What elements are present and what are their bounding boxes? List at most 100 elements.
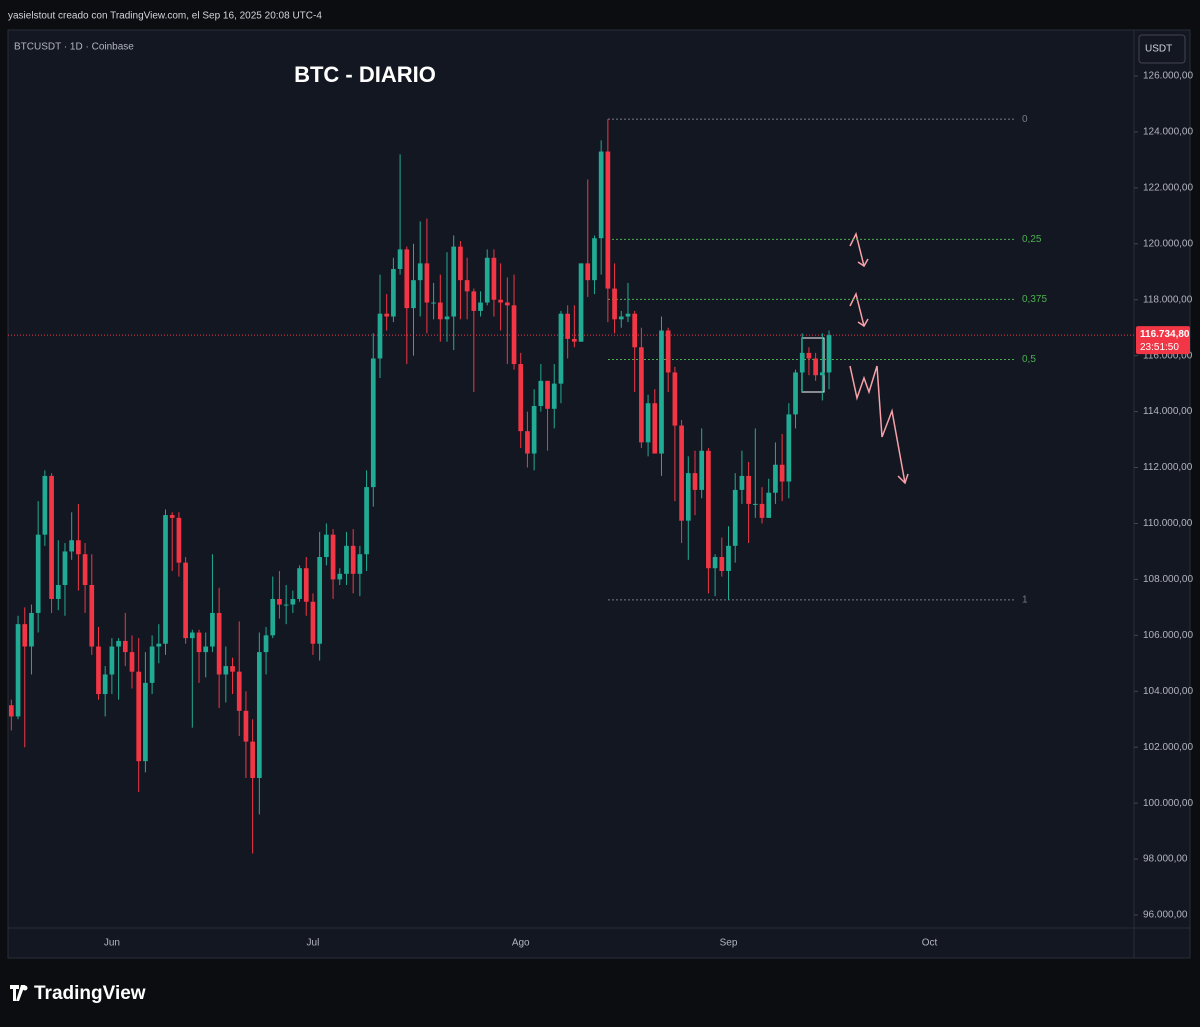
candle-body bbox=[370, 358, 376, 488]
y-tick-label: 100.000,00 bbox=[1143, 798, 1193, 809]
candle-body bbox=[478, 302, 483, 311]
candle-body bbox=[136, 671, 142, 762]
candle-body bbox=[632, 313, 638, 348]
candle-body bbox=[424, 263, 430, 303]
candle-body bbox=[196, 632, 202, 653]
y-tick-label: 124.000,00 bbox=[1143, 127, 1193, 138]
currency-box bbox=[1138, 34, 1186, 64]
candle-body bbox=[397, 249, 403, 269]
arrow bbox=[849, 231, 869, 268]
y-tick-label: 106.000,00 bbox=[1143, 630, 1193, 641]
candle-body bbox=[551, 383, 557, 409]
candle-body bbox=[102, 674, 108, 695]
y-tick-label: 120.000,00 bbox=[1143, 238, 1193, 249]
candle-body bbox=[618, 316, 624, 320]
candle-body bbox=[578, 263, 584, 342]
y-tick-label: 112.000,00 bbox=[1143, 462, 1193, 473]
candle-body bbox=[270, 598, 276, 636]
candle-body bbox=[685, 473, 691, 521]
candle-body bbox=[203, 646, 209, 653]
candle-body bbox=[786, 414, 792, 482]
candle-body bbox=[706, 450, 711, 569]
logo-text: TradingView bbox=[34, 983, 146, 1004]
candle-body bbox=[163, 515, 168, 644]
price-tag bbox=[1136, 326, 1190, 355]
candle-body bbox=[545, 380, 550, 409]
candle-body bbox=[692, 473, 698, 490]
candle-body bbox=[598, 151, 604, 239]
candle-body bbox=[9, 705, 14, 717]
credit: yasielstout creado con TradingView.com, … bbox=[8, 11, 322, 22]
candle-body bbox=[243, 710, 249, 742]
y-tick-label: 104.000,00 bbox=[1143, 686, 1193, 697]
candle-body bbox=[659, 330, 664, 454]
candle-body bbox=[324, 534, 329, 558]
fib-label: 0,5 bbox=[1022, 354, 1036, 365]
candle-body bbox=[189, 632, 195, 639]
candle-body bbox=[55, 584, 61, 599]
candle-body bbox=[766, 492, 772, 518]
candle-body bbox=[605, 151, 611, 289]
candle-body bbox=[444, 316, 450, 320]
candle-body bbox=[639, 347, 644, 443]
candle-body bbox=[498, 299, 503, 303]
candle-body bbox=[216, 612, 222, 675]
candle-body bbox=[645, 403, 651, 443]
candle-body bbox=[759, 503, 765, 518]
candle-body bbox=[15, 624, 21, 717]
candle-body bbox=[384, 313, 390, 317]
x-tick-label: Sep bbox=[720, 938, 738, 949]
x-tick-label: Ago bbox=[512, 938, 530, 949]
candle-body bbox=[672, 372, 678, 426]
candle-body bbox=[458, 246, 463, 281]
candle-body bbox=[169, 515, 175, 518]
candle-body bbox=[739, 475, 745, 490]
candle-body bbox=[96, 646, 101, 695]
candle-body bbox=[29, 612, 34, 647]
candle-body bbox=[116, 640, 121, 647]
candle-body bbox=[511, 305, 517, 365]
candle-body bbox=[518, 364, 524, 432]
candle-body bbox=[665, 330, 671, 373]
candle-body bbox=[411, 280, 416, 309]
x-tick-label: Jul bbox=[307, 938, 320, 949]
candle-body bbox=[826, 335, 832, 373]
candle-body bbox=[109, 646, 115, 675]
candle-body bbox=[210, 612, 215, 647]
candle-body bbox=[76, 540, 81, 555]
candle-body bbox=[290, 598, 296, 605]
candle-body bbox=[149, 646, 155, 683]
candle-body bbox=[592, 238, 597, 281]
candle-body bbox=[565, 313, 570, 339]
candle-body bbox=[531, 406, 537, 454]
candle-body bbox=[82, 554, 88, 585]
candle-body bbox=[283, 604, 289, 606]
candle-body bbox=[143, 682, 148, 762]
candle-body bbox=[404, 249, 410, 309]
candle-body bbox=[806, 352, 812, 359]
candle-body bbox=[793, 372, 798, 415]
candle-body bbox=[484, 257, 490, 303]
fib-label: 0 bbox=[1022, 114, 1028, 125]
candle-body bbox=[337, 573, 343, 580]
candle-body bbox=[437, 302, 443, 320]
candle-body bbox=[712, 557, 718, 569]
y-tick-label: 116.000,00 bbox=[1143, 350, 1193, 361]
candle-body bbox=[813, 358, 818, 376]
x-tick-label: Oct bbox=[922, 938, 938, 949]
candle-body bbox=[558, 313, 564, 384]
candle-body bbox=[699, 450, 705, 490]
candle-body bbox=[464, 280, 470, 292]
y-tick-label: 118.000,00 bbox=[1143, 294, 1193, 305]
candle-body bbox=[62, 551, 68, 585]
candle-body bbox=[35, 534, 41, 613]
candle-body bbox=[22, 624, 28, 647]
y-tick-label: 102.000,00 bbox=[1143, 742, 1193, 753]
candle-body bbox=[719, 557, 725, 572]
candle-body bbox=[431, 302, 436, 304]
candle-body bbox=[773, 464, 778, 493]
candle-body bbox=[377, 313, 383, 359]
x-tick-label: Jun bbox=[104, 938, 120, 949]
candle-body bbox=[297, 568, 302, 599]
